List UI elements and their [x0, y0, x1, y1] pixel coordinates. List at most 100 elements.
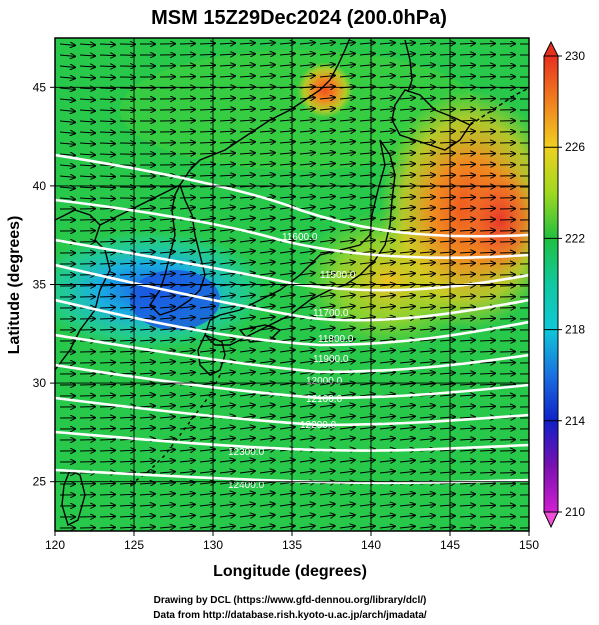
wind-arrow: [339, 526, 355, 528]
wind-arrow: [439, 153, 455, 154]
wind-arrow: [219, 262, 235, 264]
wind-arrow: [219, 317, 235, 319]
wind-arrow: [139, 208, 155, 209]
wind-arrow: [379, 416, 395, 418]
wind-arrow: [59, 187, 75, 188]
wind-arrow: [179, 416, 195, 418]
wind-arrow: [99, 285, 115, 286]
wind-arrow: [379, 273, 395, 275]
contour-label: 12100.0: [306, 394, 343, 405]
wind-arrow: [99, 340, 115, 341]
wind-arrow: [319, 197, 335, 198]
wind-arrow: [239, 109, 255, 110]
wind-arrow: [219, 76, 235, 77]
wind-arrow: [339, 471, 355, 473]
wind-arrow: [359, 317, 375, 319]
wind-arrow: [419, 164, 435, 165]
wind-arrow: [199, 197, 215, 198]
wind-arrow: [319, 262, 335, 264]
wind-arrow: [419, 516, 435, 517]
wind-arrow: [359, 76, 375, 77]
wind-arrow: [99, 77, 115, 78]
wind-arrow: [99, 450, 115, 451]
wind-arrow: [179, 427, 195, 429]
wind-arrow: [439, 120, 455, 121]
wind-arrow: [379, 76, 395, 77]
wind-arrow: [299, 153, 315, 154]
wind-arrow: [99, 527, 115, 528]
wind-arrow: [319, 493, 335, 495]
contour-line: [55, 238, 529, 292]
wind-arrow: [259, 251, 275, 253]
wind-arrow: [479, 120, 495, 121]
wind-arrow: [79, 154, 95, 155]
wind-arrow: [419, 318, 435, 319]
wind-arrow: [99, 351, 115, 352]
wind-arrow: [99, 198, 115, 199]
wind-arrow: [139, 428, 155, 429]
wind-arrow: [459, 450, 475, 451]
y-axis: 25 30 35 40 45: [33, 80, 55, 489]
wind-arrow: [159, 373, 175, 374]
wind-arrow: [199, 164, 215, 165]
wind-arrow: [79, 88, 95, 89]
wind-arrow: [479, 175, 495, 176]
wind-arrow: [159, 208, 175, 209]
wind-arrow: [339, 240, 355, 242]
wind-arrow: [219, 65, 235, 66]
wind-arrow: [319, 328, 335, 330]
wind-arrow: [359, 54, 375, 55]
wind-arrow: [159, 472, 175, 473]
wind-arrow: [139, 296, 155, 297]
wind-arrow: [339, 394, 355, 396]
wind-arrow: [339, 65, 355, 66]
wind-arrow: [379, 471, 395, 473]
wind-arrow: [179, 471, 195, 473]
wind-arrow: [159, 516, 175, 517]
wind-arrow: [159, 230, 175, 231]
wind-arrow: [219, 460, 235, 462]
wind-arrow: [99, 329, 115, 330]
wind-arrow: [219, 207, 235, 209]
wind-arrow: [219, 526, 235, 528]
wind-arrow: [359, 175, 375, 176]
wind-arrow: [159, 241, 175, 242]
wind-arrow: [379, 142, 395, 143]
y-axis-label: Latitude (degrees): [6, 216, 23, 355]
wind-arrow: [319, 98, 335, 99]
wind-arrow: [399, 43, 415, 44]
wind-arrow: [99, 263, 115, 264]
wind-arrow: [339, 328, 355, 330]
wind-arrow: [359, 339, 375, 341]
wind-arrow: [439, 274, 455, 275]
taiwan-coast: [61, 469, 86, 526]
wind-arrow: [59, 154, 75, 155]
wind-arrow: [459, 505, 475, 506]
wind-arrow: [339, 131, 355, 132]
wind-arrow: [159, 505, 175, 506]
wind-arrow: [399, 251, 415, 253]
contour-line: [55, 263, 529, 322]
wind-arrow: [419, 197, 435, 198]
kuril-islands: [469, 87, 529, 126]
wind-arrow: [359, 460, 375, 462]
wind-arrow: [159, 417, 175, 418]
wind-arrow: [439, 494, 455, 495]
wind-arrow: [479, 395, 495, 396]
wind-arrow: [299, 120, 315, 121]
wind-arrow: [459, 340, 475, 341]
wind-arrow: [79, 110, 95, 111]
wind-arrow: [259, 262, 275, 264]
wind-arrow: [479, 296, 495, 297]
wind-arrow: [219, 251, 235, 253]
wind-arrow: [59, 198, 75, 199]
wind-arrow: [439, 175, 455, 176]
wind-arrow: [479, 406, 495, 407]
wind-arrow: [319, 394, 335, 396]
wind-arrow: [99, 428, 115, 429]
wind-arrow: [59, 132, 75, 133]
wind-arrow: [59, 88, 75, 89]
wind-arrow: [299, 328, 315, 330]
wind-arrow: [259, 526, 275, 528]
wind-arrow: [459, 307, 475, 308]
